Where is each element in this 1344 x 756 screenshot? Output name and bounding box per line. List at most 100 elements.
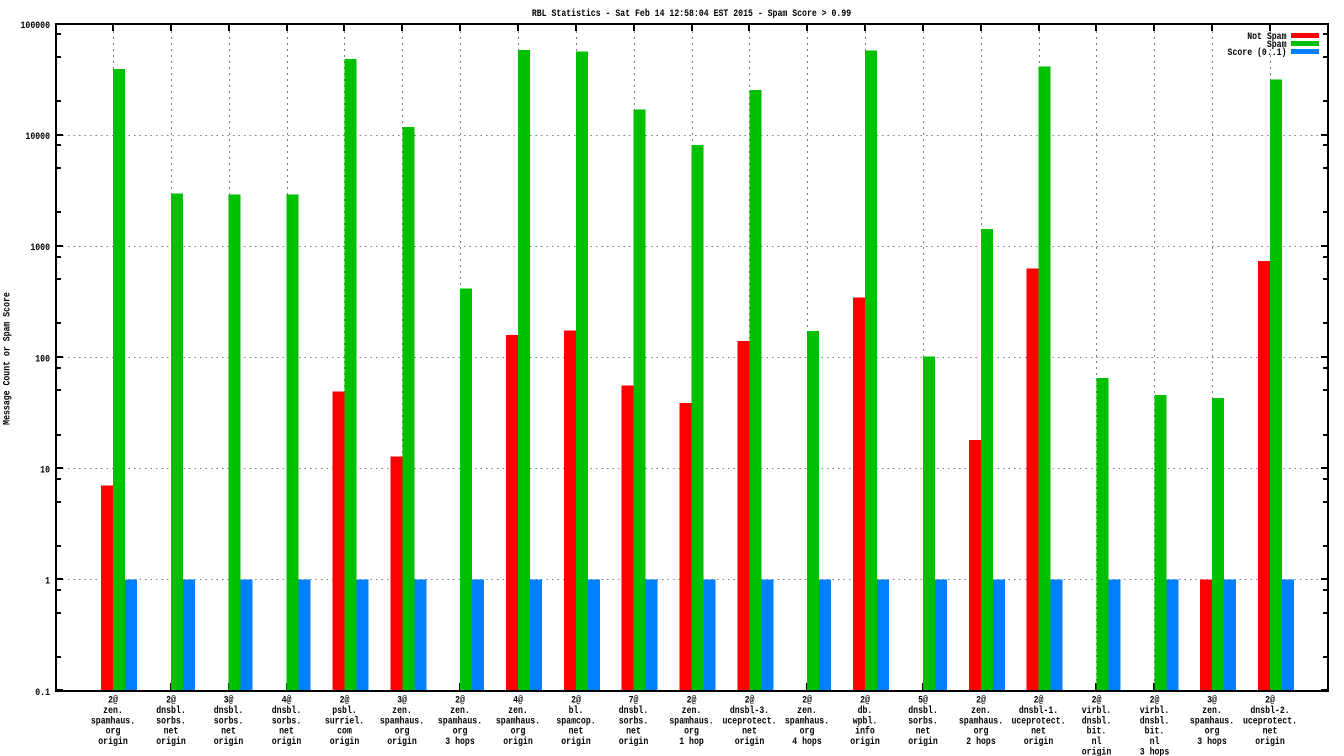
svg-text:3 hops: 3 hops [445, 735, 474, 747]
svg-text:3@: 3@ [224, 694, 234, 706]
svg-text:RBL Statistics - Sat Feb 14 12: RBL Statistics - Sat Feb 14 12:58:04 EST… [532, 7, 851, 19]
svg-text:2@: 2@ [802, 694, 812, 706]
svg-text:origin: origin [272, 735, 301, 747]
svg-text:Score (0..1): Score (0..1) [1228, 46, 1287, 58]
svg-text:origin: origin [156, 735, 185, 747]
svg-text:zen.: zen. [797, 704, 817, 716]
svg-text:2@: 2@ [166, 694, 176, 706]
svg-text:sorbs.: sorbs. [908, 714, 937, 726]
svg-text:bit.: bit. [1145, 725, 1165, 737]
svg-text:net: net [1031, 725, 1046, 737]
svg-text:db.: db. [858, 704, 873, 716]
svg-text:origin: origin [850, 735, 879, 747]
svg-text:zen.: zen. [103, 704, 123, 716]
svg-text:spamhaus.: spamhaus. [380, 714, 424, 726]
svg-text:sorbs.: sorbs. [214, 714, 243, 726]
svg-text:org: org [800, 725, 815, 737]
svg-text:virbl.: virbl. [1140, 704, 1169, 716]
svg-text:2@: 2@ [108, 694, 118, 706]
svg-text:7@: 7@ [629, 694, 639, 706]
svg-text:2 hops: 2 hops [966, 735, 995, 747]
svg-text:sorbs.: sorbs. [272, 714, 301, 726]
svg-text:3@: 3@ [397, 694, 407, 706]
svg-text:2@: 2@ [571, 694, 581, 706]
svg-text:zen.: zen. [971, 704, 991, 716]
svg-text:org: org [1205, 725, 1220, 737]
svg-text:psbl.: psbl. [332, 704, 357, 716]
svg-text:net: net [221, 725, 236, 737]
svg-text:Message Count or Spam Score: Message Count or Spam Score [1, 292, 13, 425]
svg-text:origin: origin [619, 735, 648, 747]
svg-text:origin: origin [98, 735, 127, 747]
svg-text:2@: 2@ [1150, 694, 1160, 706]
svg-text:dnsbl-2.: dnsbl-2. [1250, 704, 1289, 716]
svg-text:net: net [279, 725, 294, 737]
svg-text:dnsbl.: dnsbl. [619, 704, 648, 716]
svg-text:org: org [974, 725, 989, 737]
svg-text:2@: 2@ [1034, 694, 1044, 706]
svg-text:spamhaus.: spamhaus. [91, 714, 135, 726]
svg-text:2@: 2@ [1265, 694, 1275, 706]
svg-text:bit.: bit. [1087, 725, 1107, 737]
svg-text:spamcop.: spamcop. [556, 714, 595, 726]
svg-text:2@: 2@ [745, 694, 755, 706]
svg-text:nl: nl [1092, 735, 1102, 747]
svg-text:org: org [453, 725, 468, 737]
svg-text:spamhaus.: spamhaus. [669, 714, 713, 726]
svg-text:uceprotect.: uceprotect. [722, 714, 776, 726]
svg-text:zen.: zen. [508, 704, 528, 716]
svg-text:dnsbl-1.: dnsbl-1. [1019, 704, 1058, 716]
svg-text:zen.: zen. [1202, 704, 1222, 716]
svg-text:dnsbl.: dnsbl. [156, 704, 185, 716]
svg-text:dnsbl.: dnsbl. [1140, 714, 1169, 726]
svg-text:10000: 10000 [25, 130, 50, 142]
svg-text:3@: 3@ [1207, 694, 1217, 706]
svg-text:zen.: zen. [392, 704, 412, 716]
svg-text:uceprotect.: uceprotect. [1243, 714, 1297, 726]
svg-text:2@: 2@ [1092, 694, 1102, 706]
svg-text:Not Spam: Not Spam [1247, 30, 1287, 42]
svg-text:org: org [684, 725, 699, 737]
svg-text:1000: 1000 [30, 241, 50, 253]
svg-text:net: net [742, 725, 757, 737]
svg-text:dnsbl.: dnsbl. [272, 704, 301, 716]
svg-text:nl: nl [1150, 735, 1160, 747]
svg-text:uceprotect.: uceprotect. [1011, 714, 1065, 726]
svg-text:origin: origin [908, 735, 937, 747]
svg-text:spamhaus.: spamhaus. [1190, 714, 1234, 726]
svg-text:wpbl.: wpbl. [853, 714, 878, 726]
svg-text:2@: 2@ [976, 694, 986, 706]
svg-text:com: com [337, 725, 352, 737]
svg-text:info: info [855, 725, 875, 737]
svg-text:10: 10 [40, 464, 50, 476]
svg-text:Spam: Spam [1267, 38, 1287, 50]
svg-text:net: net [916, 725, 931, 737]
svg-text:2@: 2@ [860, 694, 870, 706]
svg-text:100: 100 [35, 352, 50, 364]
svg-text:zen.: zen. [450, 704, 470, 716]
svg-text:3 hops: 3 hops [1197, 735, 1226, 747]
svg-text:4@: 4@ [513, 694, 523, 706]
svg-text:surriel.: surriel. [325, 714, 364, 726]
svg-text:spamhaus.: spamhaus. [438, 714, 482, 726]
svg-text:origin: origin [561, 735, 590, 747]
svg-text:org: org [106, 725, 121, 737]
svg-text:dnsbl.: dnsbl. [1082, 714, 1111, 726]
svg-text:spamhaus.: spamhaus. [785, 714, 829, 726]
svg-text:4@: 4@ [282, 694, 292, 706]
svg-text:virbl.: virbl. [1082, 704, 1111, 716]
svg-text:100000: 100000 [21, 19, 51, 31]
svg-text:0.1: 0.1 [35, 686, 50, 698]
svg-text:1 hop: 1 hop [679, 735, 704, 747]
svg-text:origin: origin [387, 735, 416, 747]
svg-text:5@: 5@ [918, 694, 928, 706]
svg-text:2@: 2@ [687, 694, 697, 706]
svg-text:net: net [164, 725, 179, 737]
svg-text:origin: origin [735, 735, 764, 747]
svg-text:origin: origin [503, 735, 532, 747]
svg-text:origin: origin [330, 735, 359, 747]
svg-text:4 hops: 4 hops [792, 735, 821, 747]
svg-text:dnsbl.: dnsbl. [214, 704, 243, 716]
svg-text:origin: origin [1082, 746, 1111, 756]
svg-text:net: net [626, 725, 641, 737]
